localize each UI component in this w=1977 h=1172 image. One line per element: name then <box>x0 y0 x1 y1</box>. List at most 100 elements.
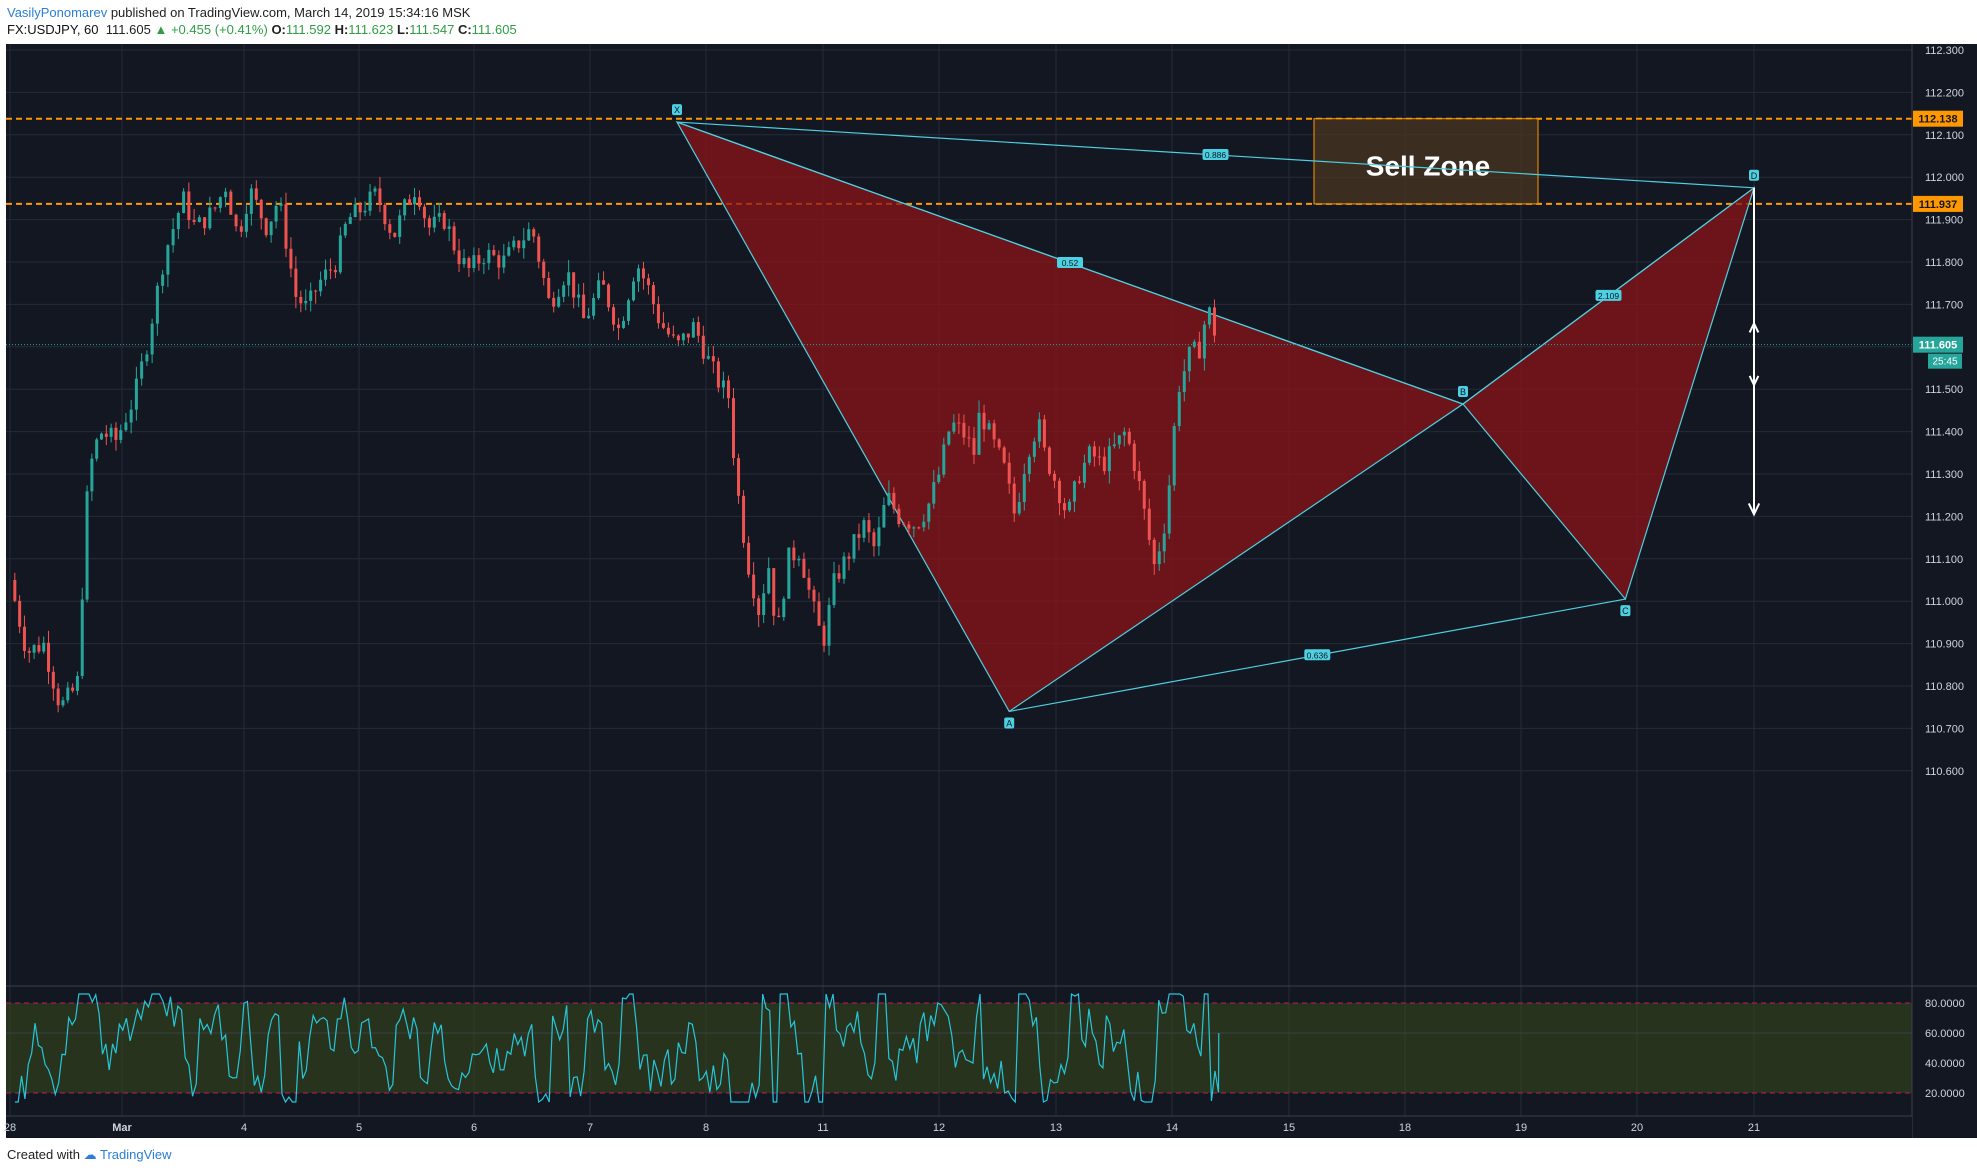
candle-body <box>762 593 766 616</box>
candle-body <box>254 188 258 200</box>
time-tick-label: 15 <box>1283 1122 1295 1134</box>
candle-body <box>1042 419 1046 448</box>
candle-body <box>187 191 191 220</box>
candle-body <box>145 354 149 362</box>
forecast-path[interactable] <box>1747 187 1761 517</box>
candle-body <box>882 505 886 528</box>
candle-body <box>1102 456 1106 472</box>
candle-body <box>457 250 461 265</box>
time-tick-label: 7 <box>587 1122 593 1134</box>
candle-body <box>304 300 308 304</box>
candle-body <box>249 188 253 214</box>
candle-body <box>632 281 635 301</box>
candle-body <box>1012 483 1016 514</box>
price-tick-label: 110.700 <box>1925 723 1964 735</box>
price-tick-label: 112.100 <box>1925 130 1964 142</box>
candle-body <box>413 197 417 205</box>
candle-body <box>56 688 60 706</box>
price-tick-label: 110.600 <box>1925 766 1964 778</box>
candle-body <box>104 433 108 437</box>
candle-body <box>134 378 138 410</box>
candle-body <box>1077 481 1081 483</box>
candle-body <box>482 263 486 265</box>
candle-body <box>1112 444 1116 447</box>
candle-body <box>279 204 283 206</box>
candle-body <box>512 240 516 248</box>
candle-body <box>432 216 436 228</box>
high-value: 111.623 <box>348 22 394 37</box>
horizontal-levels[interactable]: 112.138 111.937 <box>6 110 1963 212</box>
published-text: published on TradingView.com, March 14, … <box>110 5 471 20</box>
candle-body <box>398 215 402 237</box>
pattern-point-label: B <box>1460 387 1466 397</box>
candle-body <box>274 205 278 222</box>
time-axis-background <box>6 1116 1912 1138</box>
candle-body <box>114 427 118 440</box>
candle-body <box>119 430 123 440</box>
price-tick-label: 110.800 <box>1925 681 1964 693</box>
candle-body <box>51 671 55 689</box>
candle-body <box>229 191 233 215</box>
candle-body <box>269 221 273 236</box>
candle-body <box>284 204 288 249</box>
pattern-ratio-label: 2.109 <box>1598 291 1620 301</box>
candle-body <box>1157 551 1161 565</box>
candle-body <box>80 599 84 676</box>
candle-series <box>13 177 1216 713</box>
candle-body <box>1212 307 1216 336</box>
candle-body <box>150 323 154 355</box>
candle-body <box>731 398 735 459</box>
candle-body <box>328 269 332 271</box>
candle-body <box>532 229 536 237</box>
candle-body <box>651 285 655 305</box>
price-tick-label: 112.000 <box>1925 172 1964 184</box>
candle-body <box>314 290 318 292</box>
rsi-series-line <box>14 992 1220 1104</box>
current-price-label: 111.605 <box>1919 340 1958 352</box>
symbol-label[interactable]: FX:USDJPY, 60 <box>7 22 99 37</box>
candle-body <box>522 240 526 249</box>
candle-body <box>676 335 680 341</box>
author-link[interactable]: VasilyPonomarev <box>7 5 108 20</box>
candle-body <box>437 213 441 217</box>
candle-body <box>772 568 776 616</box>
pattern-point-label: X <box>674 105 680 115</box>
forecast-arrowhead-icon <box>1748 375 1760 388</box>
candle-body <box>319 279 323 292</box>
price-tick-label: 111.000 <box>1925 596 1963 608</box>
time-tick-label: 13 <box>1050 1122 1062 1134</box>
candle-body <box>124 422 128 431</box>
time-tick-label: 4 <box>241 1122 247 1134</box>
price-chart[interactable]: 112.138 111.937 Sell Zone X A B C D 0.52 0.636 2… <box>0 40 1977 1140</box>
candle-body <box>234 214 238 227</box>
candle-body <box>1052 473 1056 481</box>
candle-body <box>1097 456 1101 458</box>
candle-body <box>18 600 22 627</box>
candle-body <box>358 204 362 213</box>
time-axis[interactable]: 28 Mar 4 5 6 7 8 11 12 13 14 15 18 19 20 21 <box>4 1115 1912 1138</box>
pattern-point-badge <box>1749 169 1759 181</box>
candle-body <box>572 272 576 298</box>
high-label: H: <box>334 22 349 37</box>
candle-body <box>333 269 337 273</box>
candle-body <box>752 574 756 599</box>
pattern-ratio-badge <box>1057 257 1083 269</box>
candle-body <box>403 199 407 216</box>
price-axis[interactable]: 112.300 112.200 112.100 112.000 111.900 111.8… <box>1911 44 1965 1138</box>
harmonic-pattern[interactable]: X A B C D 0.52 0.636 2.109 0.886 <box>672 104 1759 729</box>
candle-body <box>363 210 367 213</box>
candle-body <box>587 315 591 319</box>
candle-body <box>1127 431 1131 444</box>
sell-zone-box[interactable] <box>1313 118 1539 205</box>
candle-body <box>1087 446 1091 463</box>
candle-body <box>422 206 426 219</box>
candle-body <box>686 333 690 338</box>
candle-body <box>224 191 228 198</box>
tradingview-brand[interactable]: TradingView <box>100 1147 172 1162</box>
chart-header: VasilyPonomarev published on TradingView… <box>0 0 1977 44</box>
candle-body <box>27 650 31 653</box>
candle-body <box>1202 324 1206 359</box>
candle-body <box>1082 462 1086 483</box>
candle-body <box>408 199 412 205</box>
candle-body <box>681 333 685 341</box>
